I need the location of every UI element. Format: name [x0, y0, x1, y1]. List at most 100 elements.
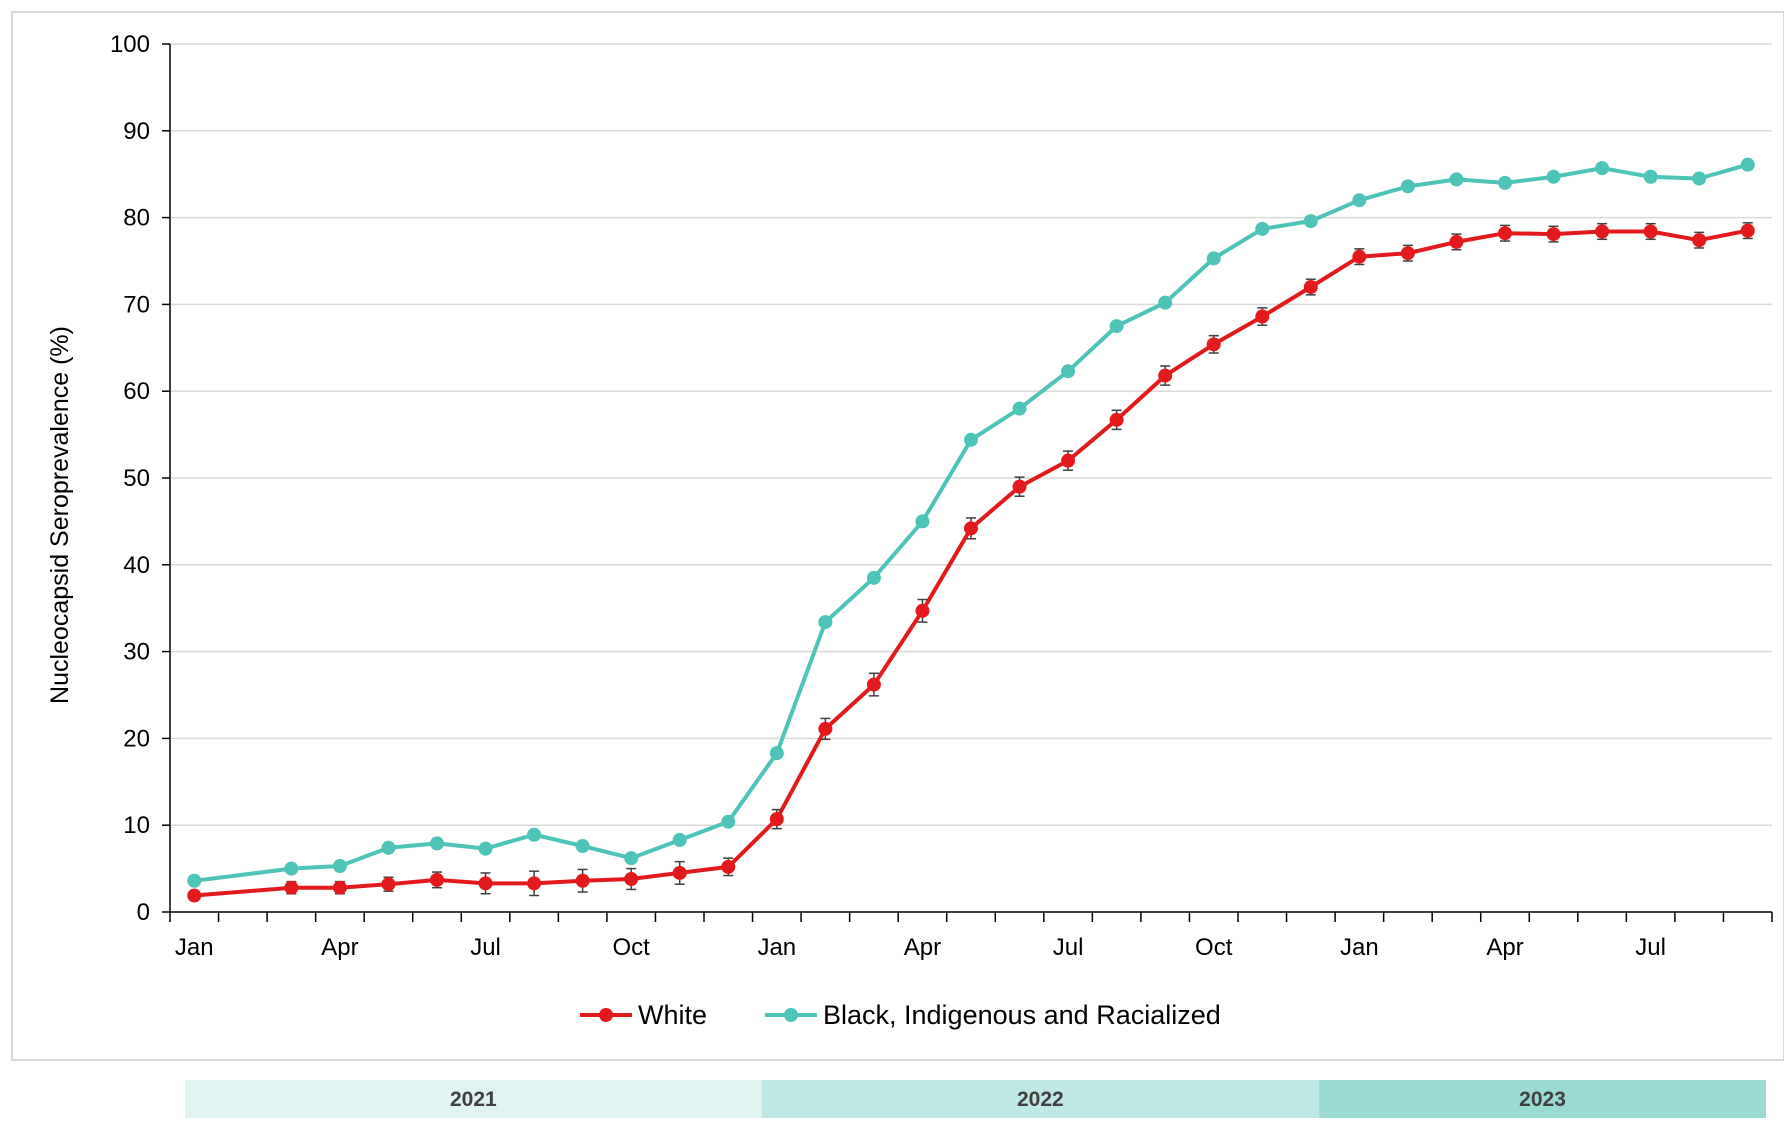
data-point: [1546, 227, 1561, 242]
x-tick-label: Apr: [1486, 934, 1523, 961]
data-point: [430, 836, 444, 851]
data-point: [527, 876, 542, 891]
legend-label: Black, Indigenous and Racialized: [823, 1000, 1221, 1030]
year-band-label: 2021: [450, 1088, 497, 1111]
year-band: 2022: [761, 1080, 1320, 1118]
x-tick-label: Jul: [1053, 934, 1084, 961]
data-point: [1352, 249, 1367, 264]
y-tick-label: 100: [110, 31, 150, 58]
data-point: [284, 880, 299, 895]
data-point: [624, 851, 639, 866]
y-tick-label: 0: [137, 899, 150, 926]
chart-area-border: [11, 11, 1784, 1061]
data-point: [1109, 319, 1124, 334]
data-point: [818, 615, 833, 630]
data-point: [478, 841, 493, 856]
y-tick-label: 50: [123, 465, 150, 492]
data-point: [818, 721, 833, 736]
data-point: [769, 746, 784, 761]
year-band-label: 2023: [1519, 1088, 1566, 1111]
data-point: [721, 859, 736, 874]
year-bands: 2021 2022 2023: [185, 1080, 1766, 1118]
y-tick-label: 30: [123, 639, 150, 666]
data-point: [672, 832, 687, 847]
x-tick-label: Jan: [1340, 934, 1379, 961]
data-point: [624, 872, 639, 887]
data-point: [1692, 233, 1707, 248]
data-point: [430, 872, 444, 887]
data-point: [1449, 172, 1464, 187]
y-tick-label: 40: [123, 552, 150, 579]
series-bipoc: [187, 157, 1755, 888]
x-tick-label: Oct: [1195, 934, 1233, 961]
legend-swatch-marker: [599, 1008, 613, 1022]
series: [187, 157, 1755, 903]
series-white: [187, 222, 1755, 903]
data-point: [1255, 221, 1270, 236]
data-point: [1012, 401, 1027, 416]
data-point: [332, 858, 347, 873]
data-point: [187, 888, 202, 903]
data-point: [575, 839, 590, 854]
data-point: [1449, 234, 1464, 249]
data-point: [1643, 224, 1658, 239]
data-point: [1061, 364, 1076, 379]
data-point: [1206, 337, 1221, 352]
x-tick-label: Apr: [321, 934, 358, 961]
legend: White Black, Indigenous and Racialized: [580, 1000, 1221, 1030]
data-point: [478, 876, 493, 891]
series-line: [194, 228, 1749, 898]
y-tick-label: 70: [123, 291, 150, 318]
data-point: [1692, 171, 1707, 186]
x-tick-label: Apr: [904, 934, 941, 961]
data-point: [1595, 224, 1610, 239]
year-band-rect: [185, 1080, 762, 1118]
year-band: 2023: [1319, 1080, 1766, 1118]
year-band: 2021: [185, 1080, 762, 1118]
x-tick-label: Jul: [1635, 934, 1666, 961]
data-point: [721, 814, 736, 829]
x-tick-label: Oct: [613, 934, 651, 961]
data-point: [575, 873, 590, 888]
y-axis-title: Nucleocapsid Seroprevalence (%): [46, 326, 74, 704]
gridlines: [170, 43, 1772, 826]
data-point: [1740, 157, 1755, 172]
y-tick-label: 80: [123, 205, 150, 232]
data-point: [1303, 214, 1318, 229]
data-point: [381, 877, 396, 892]
data-point: [866, 677, 881, 692]
data-point: [1158, 368, 1173, 383]
data-point: [381, 840, 396, 855]
legend-label: White: [638, 1000, 707, 1030]
data-point: [1498, 175, 1512, 190]
data-point: [964, 521, 978, 536]
data-point: [1546, 169, 1561, 184]
data-point: [1740, 223, 1755, 238]
data-point: [332, 880, 347, 895]
data-point: [1595, 161, 1610, 176]
year-band-label: 2022: [1017, 1088, 1064, 1111]
data-point: [1012, 479, 1027, 494]
data-point: [1498, 226, 1512, 241]
data-point: [1255, 309, 1270, 324]
year-band-rect: [1319, 1080, 1766, 1118]
data-point: [1158, 295, 1173, 310]
data-point: [527, 827, 542, 842]
data-point: [1109, 412, 1124, 427]
data-point: [1061, 453, 1076, 468]
y-tick-label: 60: [123, 378, 150, 405]
data-point: [769, 812, 784, 827]
x-tick-label: Jan: [757, 934, 796, 961]
axes: 0 10 20 30 40 50 60 70 80 90 100 Jan Apr Jul Oct Jan Apr…: [110, 31, 1773, 961]
data-point: [866, 570, 881, 585]
legend-swatch-marker: [784, 1008, 798, 1022]
x-tick-label: Jan: [175, 934, 214, 961]
data-point: [1400, 246, 1415, 261]
series-line: [194, 162, 1749, 883]
y-tick-label: 90: [123, 118, 150, 145]
data-point: [964, 432, 978, 447]
data-point: [1352, 193, 1367, 208]
data-point: [915, 514, 930, 529]
